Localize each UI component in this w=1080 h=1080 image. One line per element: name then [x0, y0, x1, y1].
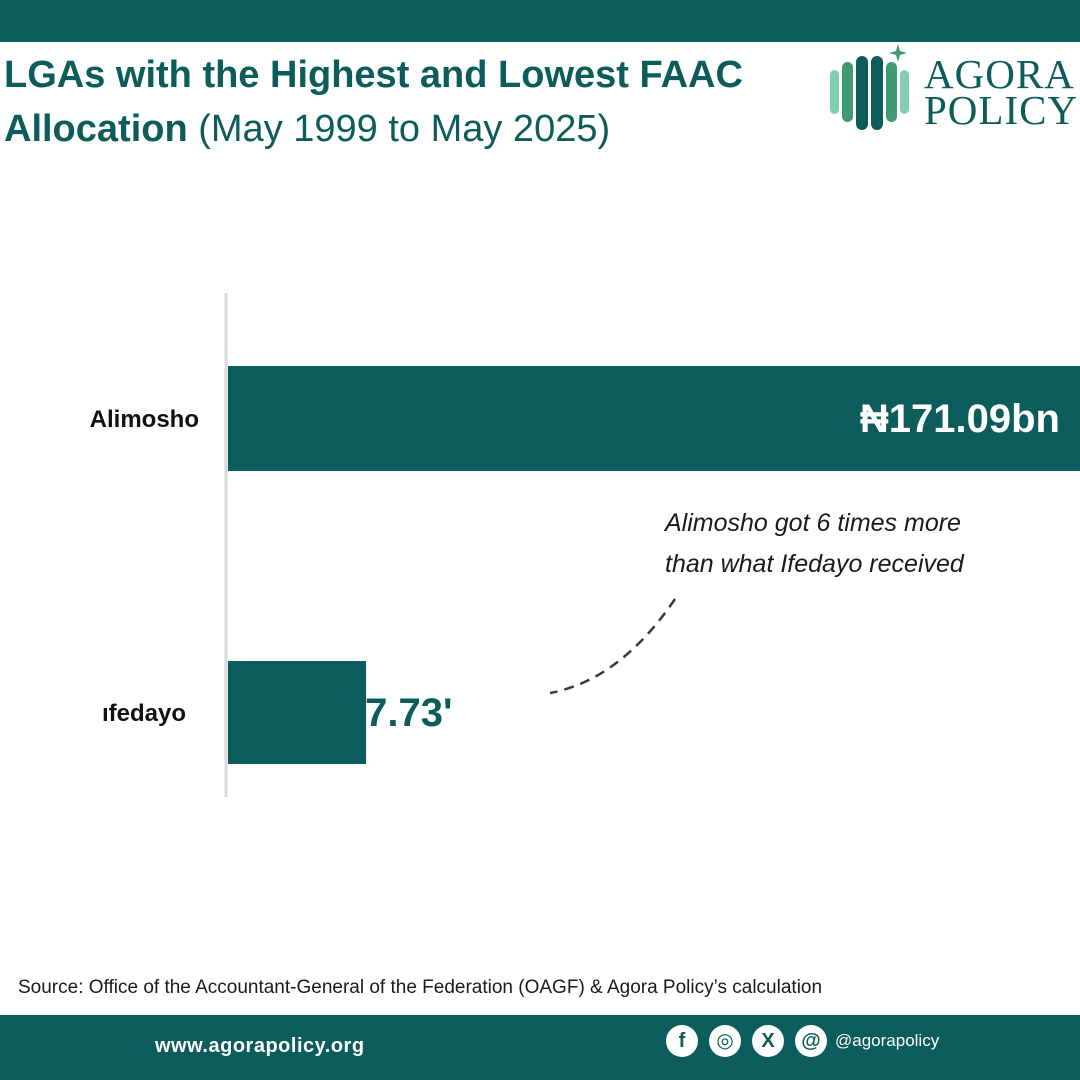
category-label-ifedayo: ıfedayo [102, 700, 186, 727]
threads-icon[interactable]: @ [795, 1025, 827, 1057]
bar-ifedayo [228, 661, 367, 764]
top-band [0, 0, 1080, 42]
instagram-icon[interactable]: ◎ [709, 1025, 741, 1057]
logo-mark-icon [830, 44, 909, 130]
category-label-alimosho: Alimosho [90, 406, 199, 433]
website-link[interactable]: www.agorapolicy.org [155, 1035, 365, 1057]
social-handle[interactable]: @agorapolicy [835, 1031, 940, 1050]
bar-alimosho [228, 366, 1080, 471]
social-links: f ◎ X @ @agorapolicy [666, 1021, 939, 1061]
title-line2: Allocation [4, 108, 188, 150]
title-line1: LGAs with the Highest and Lowest FAAC [4, 54, 743, 96]
annotation-line2: than what Ifedayo received [665, 550, 965, 578]
title-date-range: (May 1999 to May 2025) [187, 108, 611, 150]
source-note: Source: Office of the Accountant-General… [18, 977, 823, 998]
logo-line1: AGORA [924, 51, 1075, 97]
x-icon[interactable]: X [752, 1025, 784, 1057]
annotation-connector [549, 598, 677, 695]
facebook-icon[interactable]: f [666, 1025, 698, 1057]
value-label-alimosho: ₦171.09bn [860, 397, 1060, 441]
logo-wordmark: AGORA POLICY [924, 51, 1079, 133]
footer-band: www.agorapolicy.org f ◎ X @ @agorapolicy [0, 1015, 1080, 1080]
annotation-line1: Alimosho got 6 times more [663, 509, 961, 537]
page-title: LGAs with the Highest and Lowest FAAC Al… [4, 48, 824, 156]
logo-line2: POLICY [924, 87, 1079, 133]
value-label-ifedayo: ₦27.73' [314, 691, 453, 735]
agora-policy-logo: AGORA POLICY [826, 42, 1080, 134]
